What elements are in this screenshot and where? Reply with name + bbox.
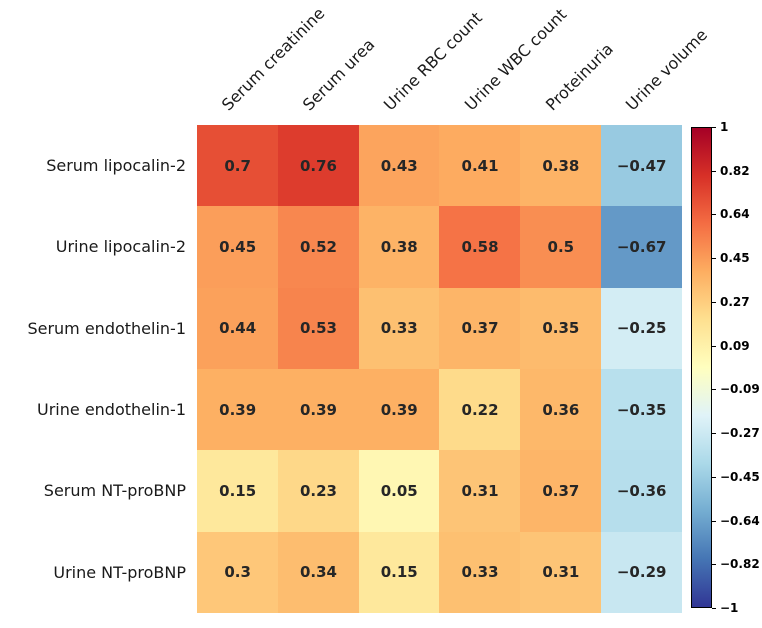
heatmap-cell: 0.38: [520, 125, 602, 207]
colorbar-tick-mark: [712, 389, 716, 391]
heatmap-cell: 0.3: [197, 531, 279, 614]
heatmap-cell: 0.52: [277, 206, 360, 289]
row-label: Urine lipocalin-2: [55, 237, 186, 257]
colorbar-tick-mark: [712, 214, 716, 216]
heatmap-cell: 0.45: [197, 206, 279, 289]
heatmap-cell: −0.35: [601, 368, 683, 451]
colorbar-tick-label: −0.09: [720, 382, 760, 397]
heatmap-cell: 0.76: [277, 125, 360, 207]
row-label: Serum lipocalin-2: [46, 156, 186, 176]
row-label: Urine endothelin-1: [37, 400, 186, 420]
column-label: Urine volume: [622, 25, 712, 115]
colorbar-tick-label: 0.27: [720, 294, 750, 309]
colorbar-tick-mark: [712, 520, 716, 522]
heatmap-cell: 0.37: [520, 450, 602, 532]
heatmap-cell: 0.05: [358, 450, 440, 532]
heatmap-cell: −0.47: [601, 125, 683, 207]
heatmap-cell: 0.35: [520, 287, 602, 370]
colorbar-tick-mark: [712, 564, 716, 566]
heatmap-cell: 0.43: [358, 125, 440, 207]
row-label: Urine NT-proBNP: [53, 562, 186, 582]
colorbar-tick-label: 0.82: [720, 163, 750, 178]
heatmap-cell: 0.36: [520, 368, 602, 451]
colorbar-tick-label: −0.45: [720, 469, 760, 484]
heatmap-cell: −0.29: [601, 531, 683, 614]
colorbar-tick-mark: [712, 170, 716, 172]
heatmap-cell: −0.36: [601, 450, 683, 532]
colorbar-tick-label: 0.09: [720, 338, 750, 353]
heatmap-cell: 0.7: [197, 125, 279, 207]
heatmap-cell: 0.15: [197, 450, 279, 532]
colorbar-tick-label: 0.45: [720, 251, 750, 266]
heatmap-cell: 0.31: [439, 450, 521, 532]
colorbar-tick-mark: [712, 301, 716, 303]
colorbar-tick-label: −1: [720, 601, 739, 615]
heatmap-cell: 0.22: [439, 368, 521, 451]
heatmap-cell: 0.39: [197, 368, 279, 451]
heatmap-cell: 0.39: [358, 368, 440, 451]
heatmap-cell: 0.23: [277, 450, 360, 532]
heatmap-cell: 0.31: [520, 531, 602, 614]
heatmap-cell: 0.38: [358, 206, 440, 289]
colorbar: [691, 127, 712, 608]
colorbar-tick-mark: [712, 608, 716, 609]
colorbar-tick-label: −0.82: [720, 557, 760, 572]
heatmap-cell: 0.33: [358, 287, 440, 370]
heatmap-cell: 0.53: [277, 287, 360, 370]
colorbar-tick-label: 1: [720, 120, 729, 134]
row-label: Serum endothelin-1: [27, 318, 186, 338]
column-label: Serum urea: [299, 34, 379, 115]
colorbar-tick-mark: [712, 127, 716, 128]
heatmap-cell: −0.25: [601, 287, 683, 370]
heatmap-cell: 0.5: [520, 206, 602, 289]
colorbar-tick-mark: [712, 433, 716, 435]
colorbar-tick-mark: [712, 345, 716, 347]
colorbar-tick-label: −0.27: [720, 426, 760, 441]
heatmap-cell: 0.44: [197, 287, 279, 370]
heatmap-cell: 0.15: [358, 531, 440, 614]
heatmap-cell: 0.39: [277, 368, 360, 451]
row-label: Serum NT-proBNP: [43, 481, 186, 501]
heatmap-cell: −0.67: [601, 206, 683, 289]
heatmap-cell: 0.34: [277, 531, 360, 614]
colorbar-tick-mark: [712, 476, 716, 478]
heatmap-cell: 0.37: [439, 287, 521, 370]
heatmap-cell: 0.41: [439, 125, 521, 207]
heatmap-cell: 0.33: [439, 531, 521, 614]
heatmap-cell: 0.58: [439, 206, 521, 289]
column-label: Proteinuria: [541, 39, 617, 115]
colorbar-tick-mark: [712, 258, 716, 260]
colorbar-tick-label: 0.64: [720, 207, 750, 222]
colorbar-tick-label: −0.64: [720, 513, 760, 528]
